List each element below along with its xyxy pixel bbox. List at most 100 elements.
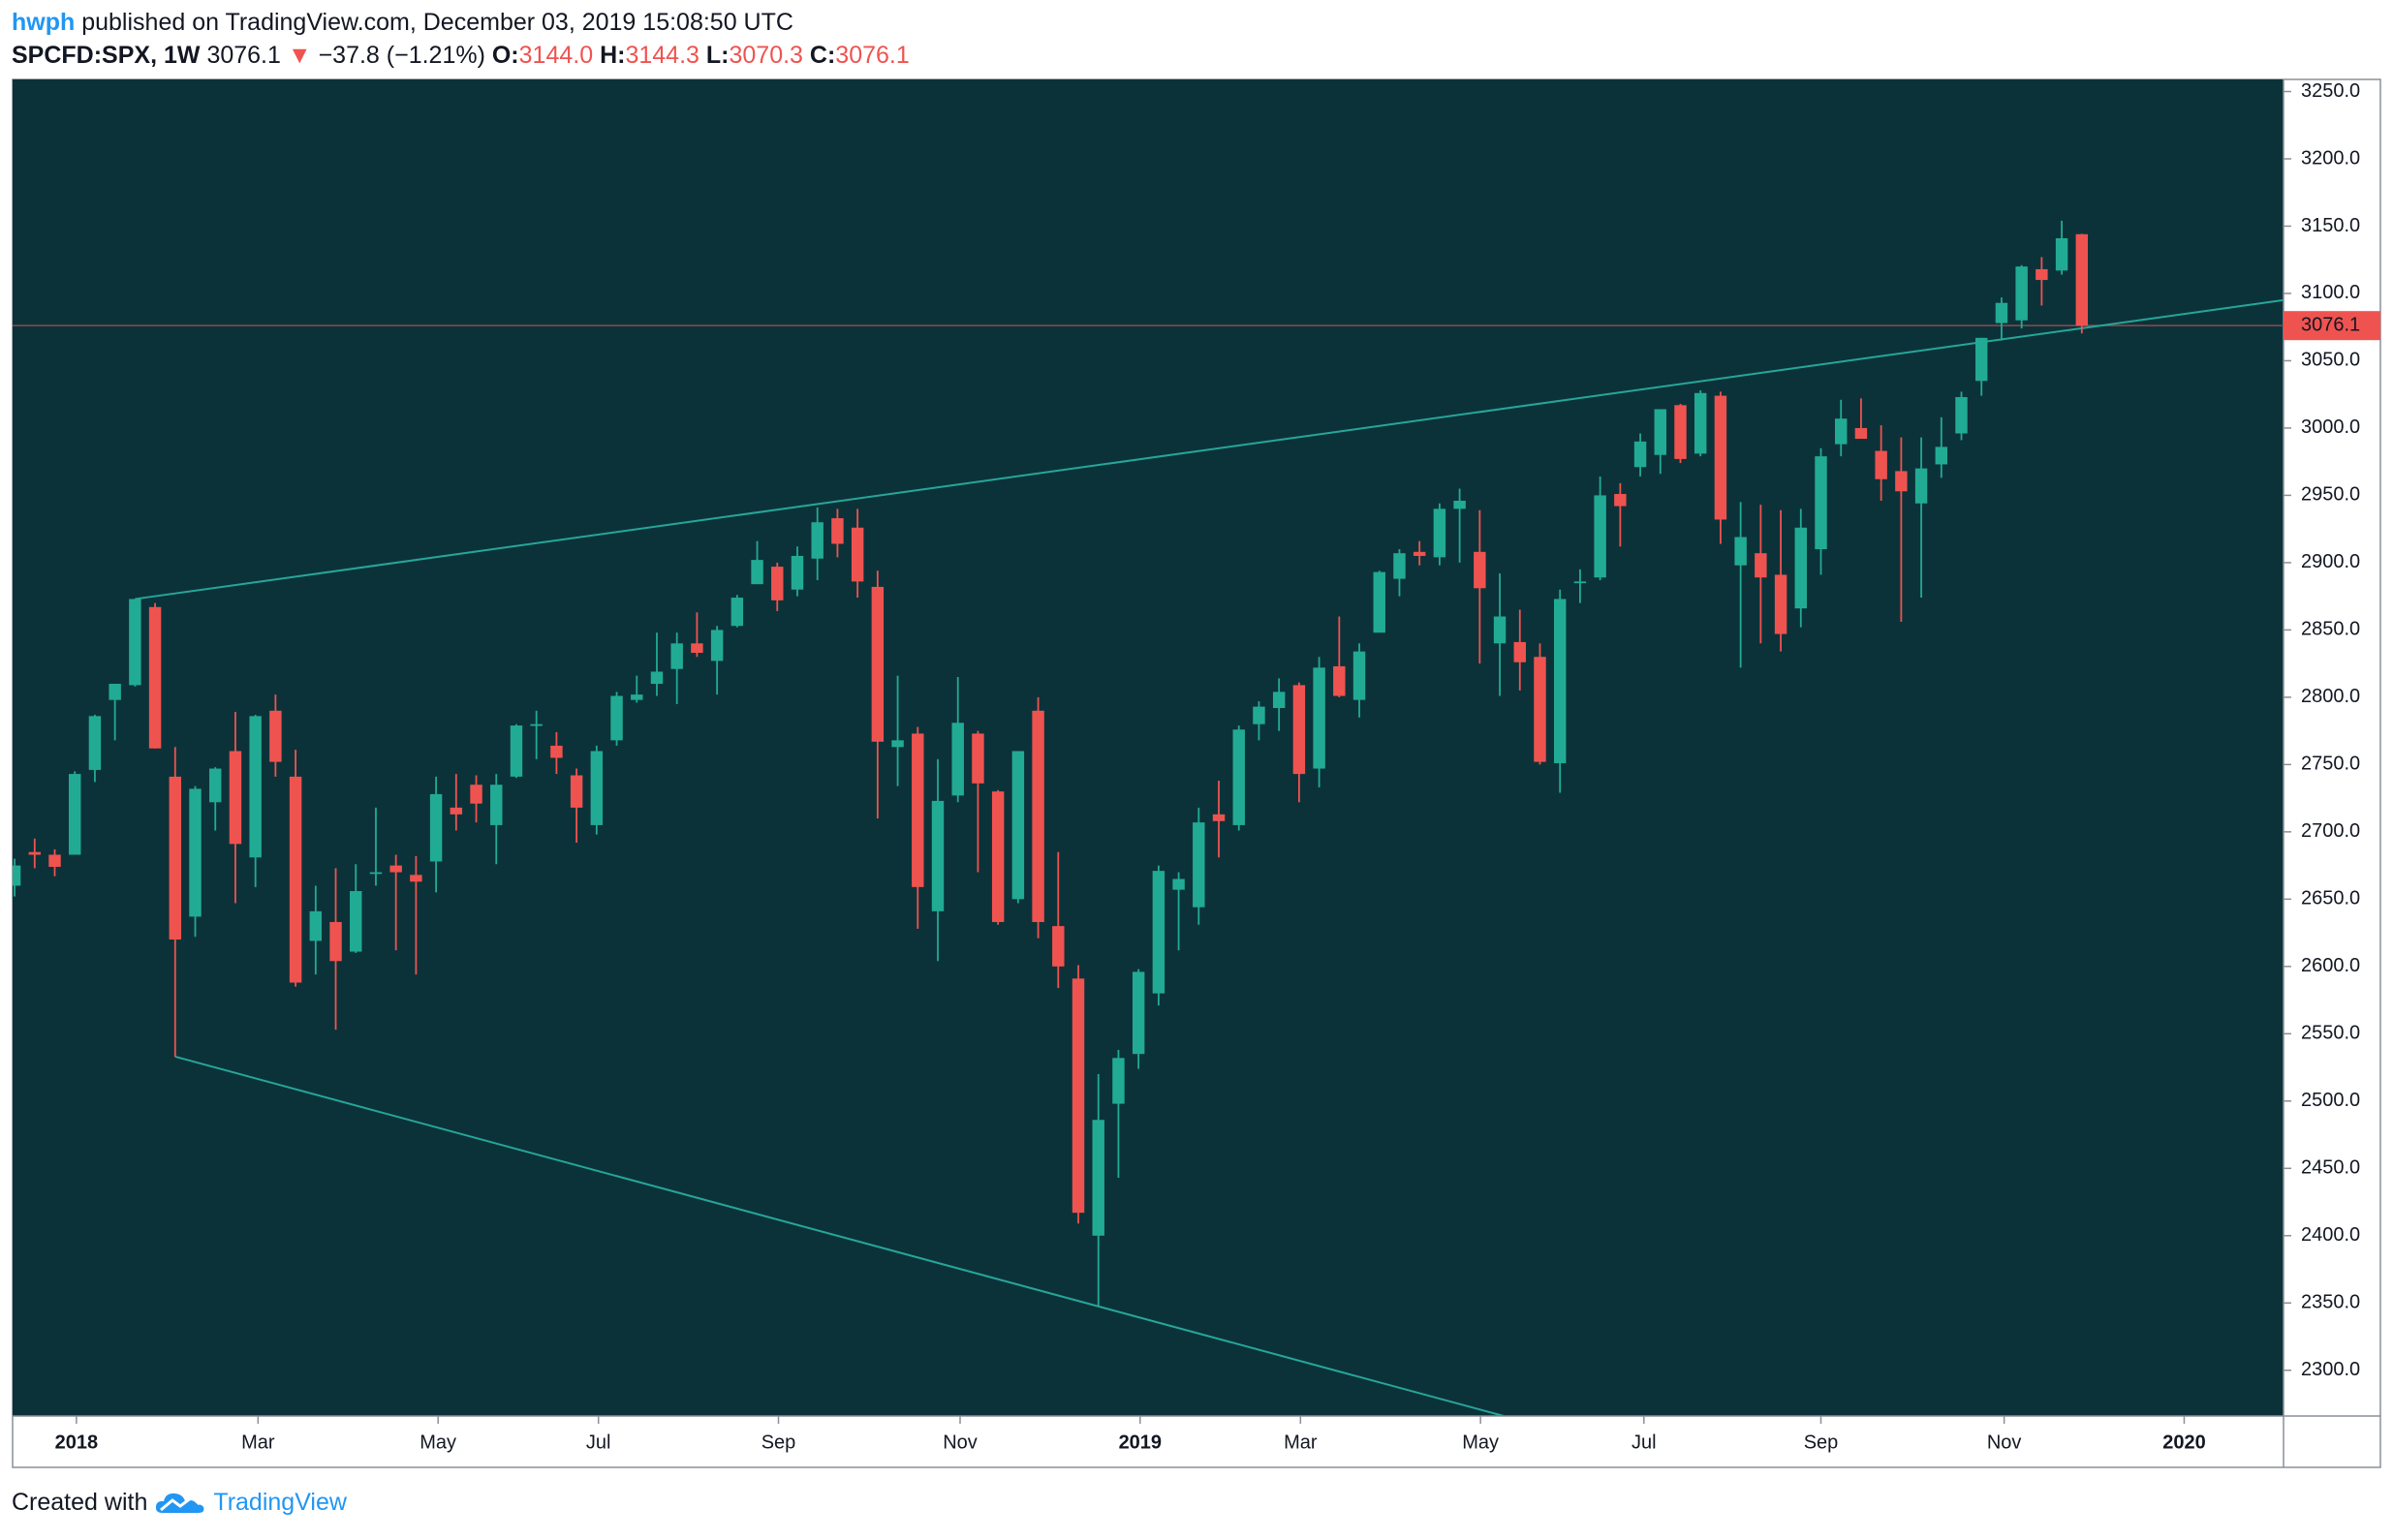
- ohlc-value: 3144.3: [625, 42, 699, 69]
- ohlc-label: C:: [809, 42, 836, 69]
- candle-body: [410, 875, 422, 882]
- x-tick-label: 2019: [1119, 1432, 1163, 1453]
- candle-body: [610, 695, 623, 741]
- candle-body: [1513, 641, 1526, 662]
- candle-body: [1152, 871, 1165, 994]
- candle-body: [69, 774, 81, 855]
- logo-line: [160, 1495, 202, 1512]
- candle-body: [229, 751, 242, 845]
- candle-body: [1694, 392, 1707, 454]
- candle-body: [470, 785, 482, 804]
- y-tick-label: 3250.0: [2301, 80, 2360, 102]
- x-tick-label: Nov: [1987, 1432, 2022, 1453]
- candle-body: [1112, 1058, 1125, 1104]
- price-label-box: [2284, 311, 2380, 341]
- candle-body: [1895, 471, 1908, 492]
- header: hwph published on TradingView.com, Decem…: [12, 6, 910, 72]
- candle-body: [129, 599, 141, 686]
- candle-body: [209, 768, 222, 803]
- candle-body: [1474, 551, 1486, 589]
- candle-body: [1352, 651, 1366, 700]
- candle-body: [1854, 427, 1868, 440]
- candle-body: [329, 921, 342, 962]
- candle-body: [1633, 441, 1647, 468]
- candle-body: [710, 630, 724, 662]
- candle-body: [550, 745, 563, 758]
- published: published on TradingView.com, December 0…: [81, 9, 793, 36]
- candle-body: [1092, 1120, 1104, 1236]
- y-tick-label: 3000.0: [2301, 416, 2360, 438]
- x-tick-label: Jul: [1632, 1432, 1657, 1453]
- candle-body: [1212, 814, 1226, 821]
- symbol: SPCFD:SPX, 1W: [12, 42, 201, 69]
- candle-body: [570, 775, 583, 808]
- y-tick-label: 2450.0: [2301, 1157, 2360, 1179]
- candle-body: [1172, 878, 1185, 890]
- candle-body: [831, 518, 844, 544]
- ohlc-value: 3076.1: [835, 42, 910, 69]
- y-tick-label: 3050.0: [2301, 350, 2360, 371]
- y-tick-label: 2750.0: [2301, 754, 2360, 775]
- candle-body: [1594, 495, 1606, 578]
- plot: [13, 220, 2284, 1416]
- candle-body: [1553, 599, 1567, 763]
- header-line-2: SPCFD:SPX, 1W 3076.1 ▼ −37.8 (−1.21%) O:…: [12, 39, 910, 72]
- candle-body: [1714, 395, 1727, 520]
- candle-body: [1674, 405, 1687, 459]
- candle-body: [991, 791, 1005, 922]
- candle-body: [510, 725, 523, 777]
- candle-body: [490, 785, 503, 825]
- candle-body: [1794, 527, 1807, 609]
- brand[interactable]: TradingView: [213, 1488, 347, 1516]
- logo[interactable]: [153, 1488, 207, 1517]
- candle-body: [1835, 418, 1848, 445]
- candle-body: [1493, 616, 1507, 644]
- created-with: Created with: [12, 1488, 148, 1516]
- candle-body: [1654, 409, 1666, 455]
- candle-body: [1755, 553, 1767, 578]
- y-tick-label: 2950.0: [2301, 484, 2360, 506]
- candle-body: [691, 643, 703, 654]
- y-tick-label: 3150.0: [2301, 215, 2360, 236]
- candle-body: [851, 527, 864, 582]
- ohlc-value: 3070.3: [729, 42, 803, 69]
- user[interactable]: hwph: [12, 9, 76, 36]
- candle-body: [650, 671, 664, 684]
- candle-body: [931, 800, 945, 911]
- candle-body: [1975, 337, 1988, 382]
- candle-body: [369, 872, 383, 875]
- ohlc-value: 3144.0: [518, 42, 594, 69]
- header-line-1: hwph published on TradingView.com, Decem…: [12, 6, 910, 39]
- candle-body: [148, 606, 162, 749]
- candle-body: [1072, 978, 1085, 1214]
- candle-body: [1815, 456, 1827, 550]
- candle-body: [450, 807, 463, 815]
- candle-body: [1955, 396, 1968, 434]
- candle-body: [1734, 537, 1747, 566]
- candle-body: [1132, 971, 1145, 1055]
- candle-body: [951, 723, 964, 796]
- candle-body: [1373, 571, 1385, 633]
- candle-body: [1393, 553, 1406, 579]
- y-tick-label: 2900.0: [2301, 551, 2360, 572]
- y-tick-label: 2550.0: [2301, 1023, 2360, 1044]
- candle-body: [530, 724, 543, 726]
- y-tick-label: 2300.0: [2301, 1359, 2360, 1380]
- y-tick-label: 2850.0: [2301, 619, 2360, 640]
- x-tick-label: Jul: [586, 1432, 611, 1453]
- candle-body: [912, 733, 924, 887]
- candle-body: [1193, 822, 1205, 908]
- axes: 2300.0 2350.0 2400.0 2450.0 2500.0 2550.0 2600…: [55, 80, 2380, 1453]
- candle-body: [269, 710, 282, 762]
- y-tick-label: 2700.0: [2301, 820, 2360, 842]
- candle-body: [1032, 710, 1044, 922]
- candle-body: [109, 683, 121, 700]
- x-tick-label: May: [420, 1432, 456, 1453]
- candle-body: [972, 733, 984, 784]
- candle-body: [1272, 692, 1286, 709]
- candle-body: [169, 776, 182, 940]
- x-tick-label: 2018: [55, 1432, 99, 1453]
- candle-body: [13, 865, 21, 886]
- footer: Created with TradingView: [12, 1488, 347, 1517]
- y-tick-label: 2400.0: [2301, 1224, 2360, 1246]
